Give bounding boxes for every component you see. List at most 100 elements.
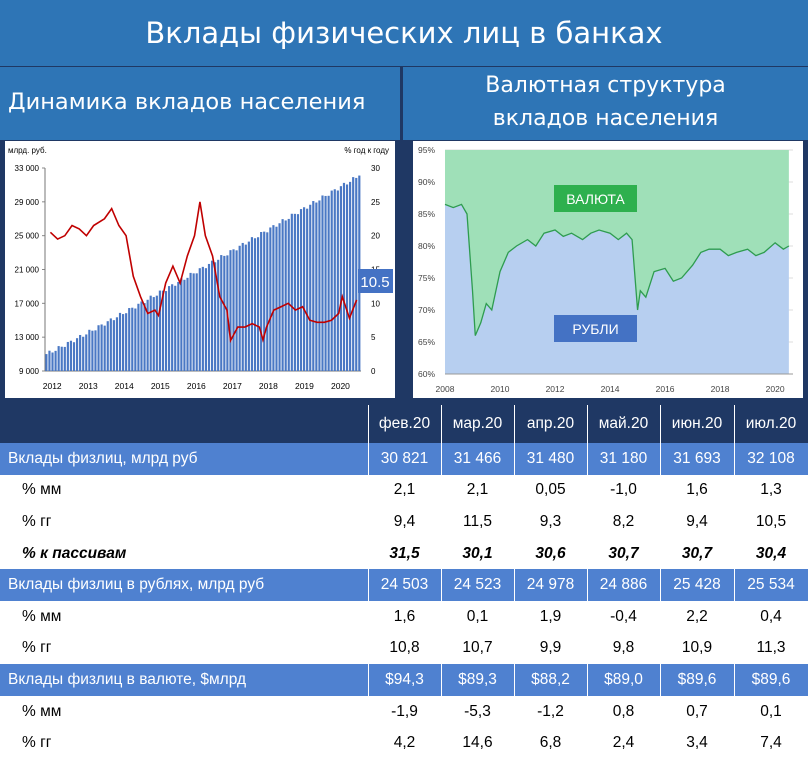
valuta-area: [445, 150, 789, 336]
table-row: % гг 10,8 10,7 9,9 9,8 10,9 11,3: [0, 632, 808, 665]
table-cell: 25 534: [734, 569, 808, 601]
deposit-bar: [333, 189, 336, 371]
x-tick-label: 2008: [436, 384, 455, 394]
deposit-bar: [342, 182, 346, 371]
x-tick-label: 2010: [491, 384, 510, 394]
table-row: % мм 2,1 2,1 0,05 -1,0 1,6 1,3: [0, 474, 808, 507]
x-tick-label: 2020: [766, 384, 785, 394]
deposit-bar: [250, 237, 254, 371]
rubli-label-box: [554, 315, 637, 342]
deposit-bar: [134, 308, 137, 371]
table-cell: 24 978: [514, 569, 588, 601]
y-tick-label: 65%: [418, 337, 435, 347]
x-tick-label: 2016: [656, 384, 675, 394]
deposit-bar: [146, 299, 149, 371]
deposit-bar: [272, 225, 275, 371]
table-cell: 31 466: [441, 443, 515, 475]
deposit-bar: [192, 273, 195, 371]
deposit-bar: [51, 352, 54, 371]
deposits-dynamics-chart: млрд. руб. % год к году 33 000 29 000 25 000…: [5, 141, 395, 398]
table-cell: 24 886: [587, 569, 661, 601]
table-cell: 1,6: [660, 474, 735, 507]
deposit-bar: [174, 285, 177, 371]
table-cell: $89,6: [734, 664, 808, 696]
x-tick-label: 2016: [187, 381, 206, 391]
deposit-bar: [118, 312, 122, 371]
table-row: Вклады физлиц в валюте, $млрд $94,3 $89,3 $…: [0, 664, 808, 696]
column-header: апр.20: [514, 405, 588, 443]
deposit-bar: [183, 279, 186, 371]
callout-value: 10.5: [360, 274, 389, 291]
valuta-label-box: [554, 185, 637, 212]
deposit-bar: [121, 314, 125, 371]
deposit-bar: [232, 249, 235, 371]
table-cell: 1,9: [514, 600, 588, 633]
deposit-bar: [75, 338, 79, 371]
deposit-bar: [69, 340, 73, 371]
deposit-bar: [275, 226, 278, 371]
y-tick-label: 95%: [418, 145, 435, 155]
deposit-bar: [290, 213, 293, 371]
table-header-corner: [0, 405, 369, 443]
row-label: % мм: [0, 695, 369, 728]
row-label: % мм: [0, 474, 369, 507]
table-cell: 6,8: [514, 727, 588, 759]
deposit-bar: [293, 213, 296, 371]
deposit-bar: [210, 260, 214, 371]
deposit-bar: [149, 295, 152, 371]
table-cell: -1,2: [514, 695, 588, 728]
row-label: % гг: [0, 727, 369, 759]
table-cell: 0,05: [514, 474, 588, 507]
deposit-bar: [88, 329, 91, 371]
y-tick-label: 90%: [418, 177, 435, 187]
table-cell: 1,6: [368, 600, 442, 633]
callout-box: [358, 269, 393, 293]
deposit-bar: [284, 220, 287, 371]
right-chart-header: Валютная структура вкладов населения: [403, 67, 808, 140]
table-cell: $88,2: [514, 664, 588, 696]
deposit-bar: [103, 325, 106, 371]
deposit-bar: [140, 301, 143, 371]
table-cell: 30,7: [660, 537, 735, 570]
deposits-dynamics-svg: млрд. руб. % год к году 33 000 29 000 25 000…: [8, 146, 393, 391]
table-cell: 9,8: [587, 632, 661, 665]
deposit-bar: [296, 214, 300, 371]
table-row: % к пассивам 31,5 30,1 30,6 30,7 30,7 30,4: [0, 537, 808, 570]
y-tick-label: 70%: [418, 305, 435, 315]
deposit-bar: [131, 307, 134, 371]
deposit-bar: [115, 317, 119, 371]
table-cell: $89,6: [660, 664, 735, 696]
deposit-bar: [299, 209, 303, 371]
table-cell: 10,8: [368, 632, 442, 665]
table-cell: 30,4: [734, 537, 808, 570]
row-label: % гг: [0, 632, 369, 665]
deposit-bar: [85, 334, 88, 371]
deposit-bar: [57, 346, 60, 371]
left-chart-title: Динамика вкладов населения: [8, 89, 366, 115]
table-row: Вклады физлиц, млрд руб 30 821 31 466 31 48…: [0, 443, 808, 475]
x-tick-label: 2015: [151, 381, 170, 391]
page-title: Вклады физических лиц в банках: [145, 16, 663, 50]
deposit-bar: [189, 272, 192, 371]
left-tick-label: 21 000: [15, 266, 40, 275]
table-header-row: фев.20 мар.20 апр.20 май.20 июн.20 июл.20: [0, 405, 808, 443]
table-cell: 9,3: [514, 506, 588, 538]
y-tick-label: 85%: [418, 209, 435, 219]
deposit-bar: [94, 330, 97, 371]
x-tick-label: 2018: [711, 384, 730, 394]
deposit-bar: [186, 277, 189, 371]
left-chart-header: Динамика вкладов населения: [0, 67, 400, 140]
deposit-bar: [97, 325, 100, 371]
rubli-label: РУБЛИ: [572, 321, 618, 337]
deposit-bar: [217, 259, 220, 371]
deposit-bar: [345, 184, 349, 371]
deposit-bar: [349, 181, 352, 371]
table-cell: 31,5: [368, 537, 442, 570]
deposit-bar: [180, 278, 183, 371]
table-cell: 30,7: [587, 537, 661, 570]
share-line: [444, 203, 790, 336]
column-header: мар.20: [441, 405, 515, 443]
left-tick-label: 13 000: [15, 333, 40, 342]
x-tick-label: 2014: [601, 384, 620, 394]
table-cell: 31 480: [514, 443, 588, 475]
